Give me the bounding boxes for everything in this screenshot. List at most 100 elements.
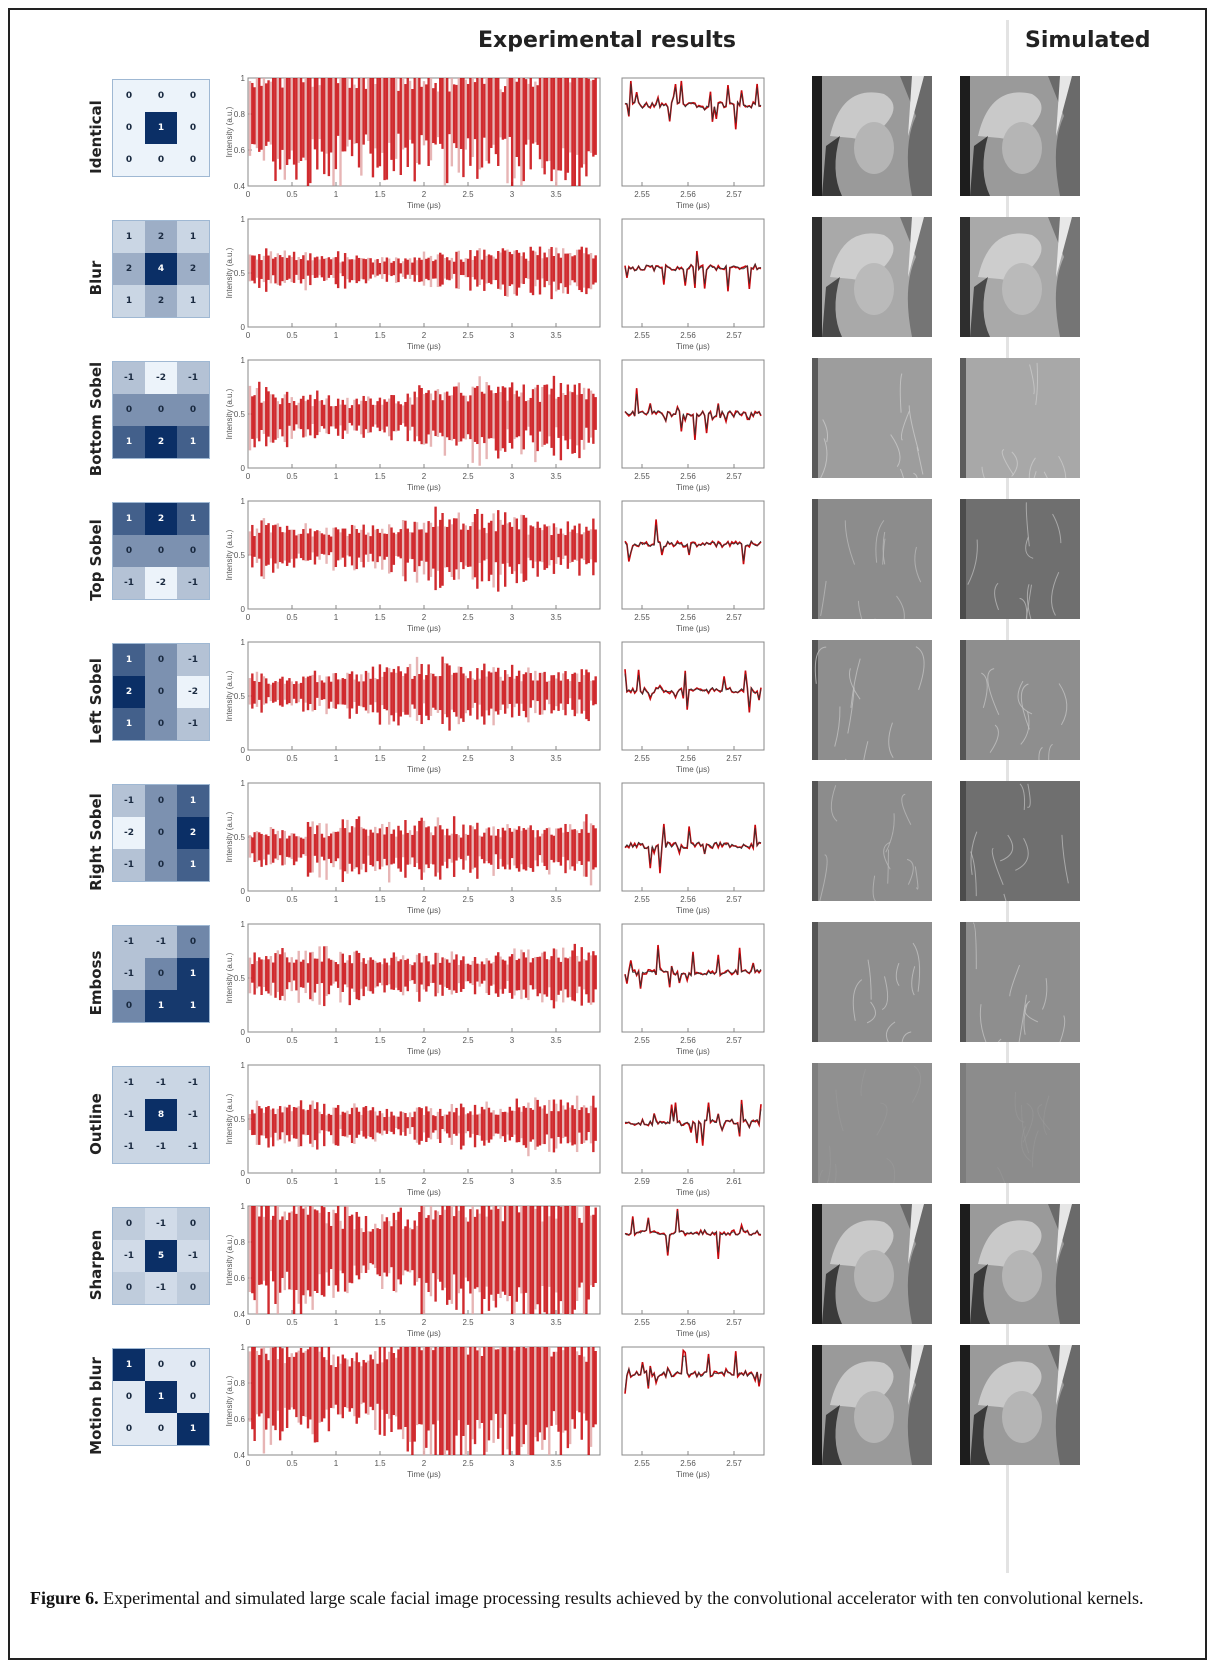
hair-shape <box>822 1264 842 1324</box>
edge-line <box>1021 1126 1032 1162</box>
x-tick-label: 3.5 <box>550 1318 562 1327</box>
edge-line <box>1059 1015 1066 1042</box>
image-left-edge <box>960 358 966 478</box>
y-axis-label: Intensity (a.u.) <box>225 1234 234 1285</box>
face-shape <box>1002 1391 1042 1443</box>
x-axis-label: Time (μs) <box>407 342 441 351</box>
face-shape <box>854 1250 894 1302</box>
zoom-x-axis-label: Time (μs) <box>676 906 710 915</box>
kernel-row-outline: Outline -1 -1 -1 -1 8 -1 -1 -1 -1 0 0.5 1 0 0.5 1 1.5 2 2.… <box>0 1061 1217 1211</box>
zoom-plot: 2.55 2.56 2.57 Time (μs) <box>621 641 765 774</box>
zoom-x-tick-label: 2.56 <box>680 1318 696 1327</box>
x-axis-label: Time (μs) <box>407 1470 441 1479</box>
x-tick-label: 1.5 <box>374 895 386 904</box>
kernel-cell: 1 <box>113 708 145 740</box>
x-tick-label: 0 <box>246 331 251 340</box>
x-tick-label: 2 <box>422 613 427 622</box>
face-shape <box>1002 1250 1042 1302</box>
kernel-cell: 1 <box>177 503 209 535</box>
edge-line <box>908 405 920 452</box>
signal-trace <box>248 246 597 300</box>
edge-line <box>914 546 922 583</box>
kernel-row-bottom-sobel: Bottom Sobel -1 -2 -1 0 0 0 1 2 1 0 0.5 1 0 0.5 1 1.5 2 2.… <box>0 356 1217 506</box>
kernel-cell: 0 <box>113 1413 145 1445</box>
edge-line <box>860 1068 866 1096</box>
kernel-cell: 8 <box>145 1099 177 1131</box>
edge-line <box>1018 994 1027 1042</box>
x-tick-label: 3.5 <box>550 613 562 622</box>
y-tick-label: 1 <box>241 215 246 224</box>
edge-line <box>1011 451 1018 477</box>
y-tick-label: 0.5 <box>234 410 246 419</box>
edge-line <box>1026 584 1032 619</box>
zoom-plot: 2.55 2.56 2.57 Time (μs) <box>621 923 765 1056</box>
experimental-output-image <box>812 76 932 196</box>
background-shape <box>900 1345 932 1465</box>
edge-line <box>1043 1095 1050 1136</box>
edge-line <box>1025 584 1033 619</box>
zoom-x-tick-label: 2.56 <box>680 472 696 481</box>
kernel-cell: 2 <box>145 426 177 458</box>
x-tick-label: 1 <box>334 190 339 199</box>
x-tick-label: 0 <box>246 1177 251 1186</box>
edge-line <box>999 834 1014 862</box>
simulated-output-image <box>960 922 1080 1042</box>
experimental-output-image <box>812 217 932 337</box>
hair-shape <box>970 277 990 337</box>
image-left-edge <box>812 358 818 478</box>
edge-line <box>876 1102 888 1136</box>
y-axis-label: Intensity (a.u.) <box>225 529 234 580</box>
kernel-cell: 4 <box>145 253 177 285</box>
edge-line <box>882 531 886 565</box>
blur-overlay <box>960 217 1080 337</box>
edge-line <box>915 646 925 690</box>
zoom-x-tick-label: 2.55 <box>634 613 650 622</box>
edge-line <box>882 538 886 565</box>
x-axis-label: Time (μs) <box>407 765 441 774</box>
x-tick-label: 3 <box>510 1459 515 1468</box>
edge-line <box>850 658 861 708</box>
waveform-plot: 0 0.5 1 0 0.5 1 1.5 2 2.5 3 3.5 Intensity (a.u.) Tim… <box>225 356 601 492</box>
x-tick-label: 2.5 <box>462 1318 474 1327</box>
edge-line <box>994 582 1000 611</box>
edge-line <box>819 854 828 901</box>
kernel-cell: -1 <box>113 1131 145 1163</box>
image-background <box>960 358 1080 478</box>
kernel-cell: 1 <box>113 1349 145 1381</box>
face-shape <box>854 263 894 315</box>
face-shape <box>854 122 894 174</box>
kernel-cell: -1 <box>145 1272 177 1304</box>
edge-line <box>1009 964 1021 997</box>
x-tick-label: 3 <box>510 472 515 481</box>
kernel-cell: 1 <box>113 285 145 317</box>
edge-line <box>883 841 891 870</box>
simulated-output-image <box>960 76 1080 196</box>
x-tick-label: 1 <box>334 1318 339 1327</box>
background-highlight <box>1056 217 1072 277</box>
image-left-edge <box>960 217 970 337</box>
zoom-simulated-trace <box>624 827 762 868</box>
edge-line <box>912 942 921 992</box>
edge-line <box>1025 536 1034 559</box>
x-axis-label: Time (μs) <box>407 1047 441 1056</box>
edge-line <box>895 962 900 986</box>
edge-line <box>1058 455 1067 478</box>
kernel-matrix: 0 -1 0 -1 5 -1 0 -1 0 <box>112 1207 210 1305</box>
kernel-cell: 0 <box>145 708 177 740</box>
kernel-cell: -1 <box>113 1099 145 1131</box>
experimental-output-image <box>812 781 932 901</box>
kernel-cell: -1 <box>113 785 145 817</box>
edge-line <box>1061 834 1069 884</box>
edge-line <box>888 722 894 759</box>
edge-line <box>1021 1104 1030 1154</box>
edge-line <box>834 706 841 747</box>
zoom-plot: 2.55 2.56 2.57 Time (μs) <box>621 782 765 915</box>
zoom-x-axis-label: Time (μs) <box>676 1188 710 1197</box>
zoom-x-axis-label: Time (μs) <box>676 1047 710 1056</box>
zoom-plot: 2.55 2.56 2.57 Time (μs) <box>621 1205 765 1338</box>
kernel-cell: 1 <box>145 112 177 144</box>
image-background <box>960 781 1080 901</box>
edge-line <box>1048 743 1053 760</box>
signal-trace <box>248 1347 597 1455</box>
x-tick-label: 2 <box>422 1036 427 1045</box>
